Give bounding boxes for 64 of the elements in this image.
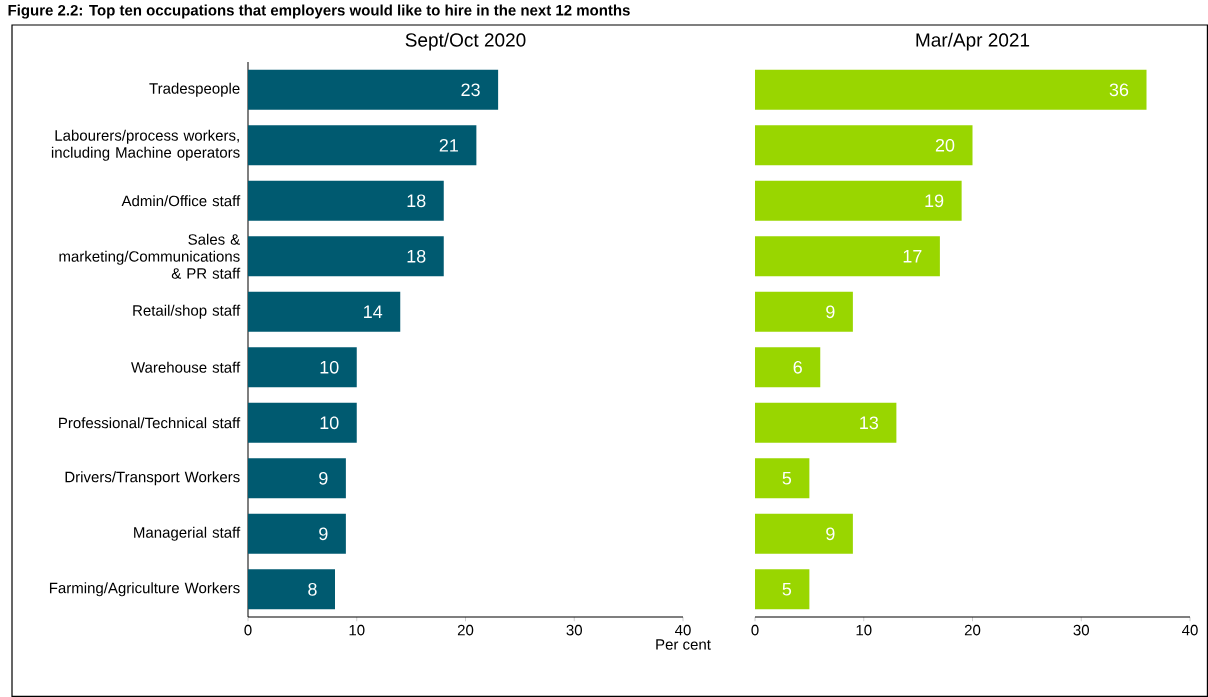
- x-tick-label: 0: [244, 624, 252, 636]
- bar: [248, 458, 346, 499]
- x-tick-label: 10: [349, 624, 365, 636]
- bar: [248, 569, 335, 610]
- y-tick-label: Sales & marketing/Communications & PR staff: [59, 233, 241, 279]
- y-tick-label: Professional/Technical staff: [59, 417, 241, 429]
- data-label: 13: [860, 416, 879, 430]
- x-tick-label: 0: [751, 624, 759, 636]
- bar: [755, 69, 1147, 110]
- y-tick-label: Drivers/Transport Workers: [65, 471, 240, 486]
- x-tick-label: 30: [566, 624, 582, 636]
- x-tick-label: 10: [856, 624, 872, 636]
- data-label: 9: [826, 527, 835, 541]
- data-label: 5: [782, 471, 792, 485]
- bar: [755, 180, 962, 221]
- data-label: 20: [935, 138, 955, 152]
- bar: [755, 569, 810, 610]
- bar: [755, 402, 897, 443]
- data-label: 23: [461, 83, 480, 97]
- x-tick-label: 30: [1073, 624, 1089, 636]
- chart-title: Mar/Apr 2021: [916, 32, 1030, 51]
- bar: [248, 69, 499, 110]
- x-tick-label: 40: [1182, 624, 1198, 636]
- bar: [755, 125, 973, 166]
- bar: [248, 402, 357, 443]
- data-label: 6: [793, 360, 802, 374]
- y-tick-label: Managerial staff: [134, 526, 241, 541]
- x-tick-label: 20: [457, 624, 474, 636]
- bar: [755, 513, 853, 554]
- y-tick-label: Admin/Office staff: [121, 195, 241, 207]
- data-label: 19: [925, 194, 944, 208]
- y-tick-label: Farming/Agriculture Workers: [49, 582, 240, 597]
- data-label: 18: [407, 194, 426, 208]
- data-label: 18: [407, 249, 426, 263]
- y-tick-label: Retail/shop staff: [133, 304, 241, 319]
- data-label: 9: [826, 305, 835, 319]
- data-label: 36: [1109, 83, 1129, 97]
- data-label: 17: [903, 250, 922, 263]
- bar: [248, 513, 346, 554]
- bar: [248, 236, 444, 277]
- data-label: 9: [319, 527, 328, 541]
- data-label: 10: [320, 416, 339, 430]
- caption: Figure 2.2: Top ten occupations that employers would like to hire in the next 12 months: [8, 4, 630, 19]
- data-label: 10: [320, 360, 339, 374]
- bar: [248, 347, 357, 388]
- bar: [755, 347, 821, 388]
- x-axis-title: Per cent: [656, 639, 711, 650]
- data-label: 9: [319, 471, 328, 485]
- chart-title: Sept/Oct 2020: [405, 32, 526, 51]
- x-tick-label: 20: [964, 624, 981, 636]
- bar: [755, 291, 853, 332]
- bar: [755, 458, 810, 499]
- bar: [248, 125, 477, 166]
- data-label: 5: [782, 582, 792, 596]
- data-label: 8: [308, 582, 317, 596]
- x-tick-label: 40: [675, 624, 691, 636]
- bar: [248, 180, 444, 221]
- data-label: 21: [439, 138, 458, 152]
- y-tick-label: Warehouse staff: [131, 361, 241, 373]
- bar: [248, 291, 401, 332]
- y-tick-label: Tradespeople: [149, 82, 240, 97]
- bar: [755, 236, 940, 277]
- data-label: 14: [364, 305, 383, 318]
- y-tick-label: Labourers/process workers, including Machine operators: [51, 129, 240, 161]
